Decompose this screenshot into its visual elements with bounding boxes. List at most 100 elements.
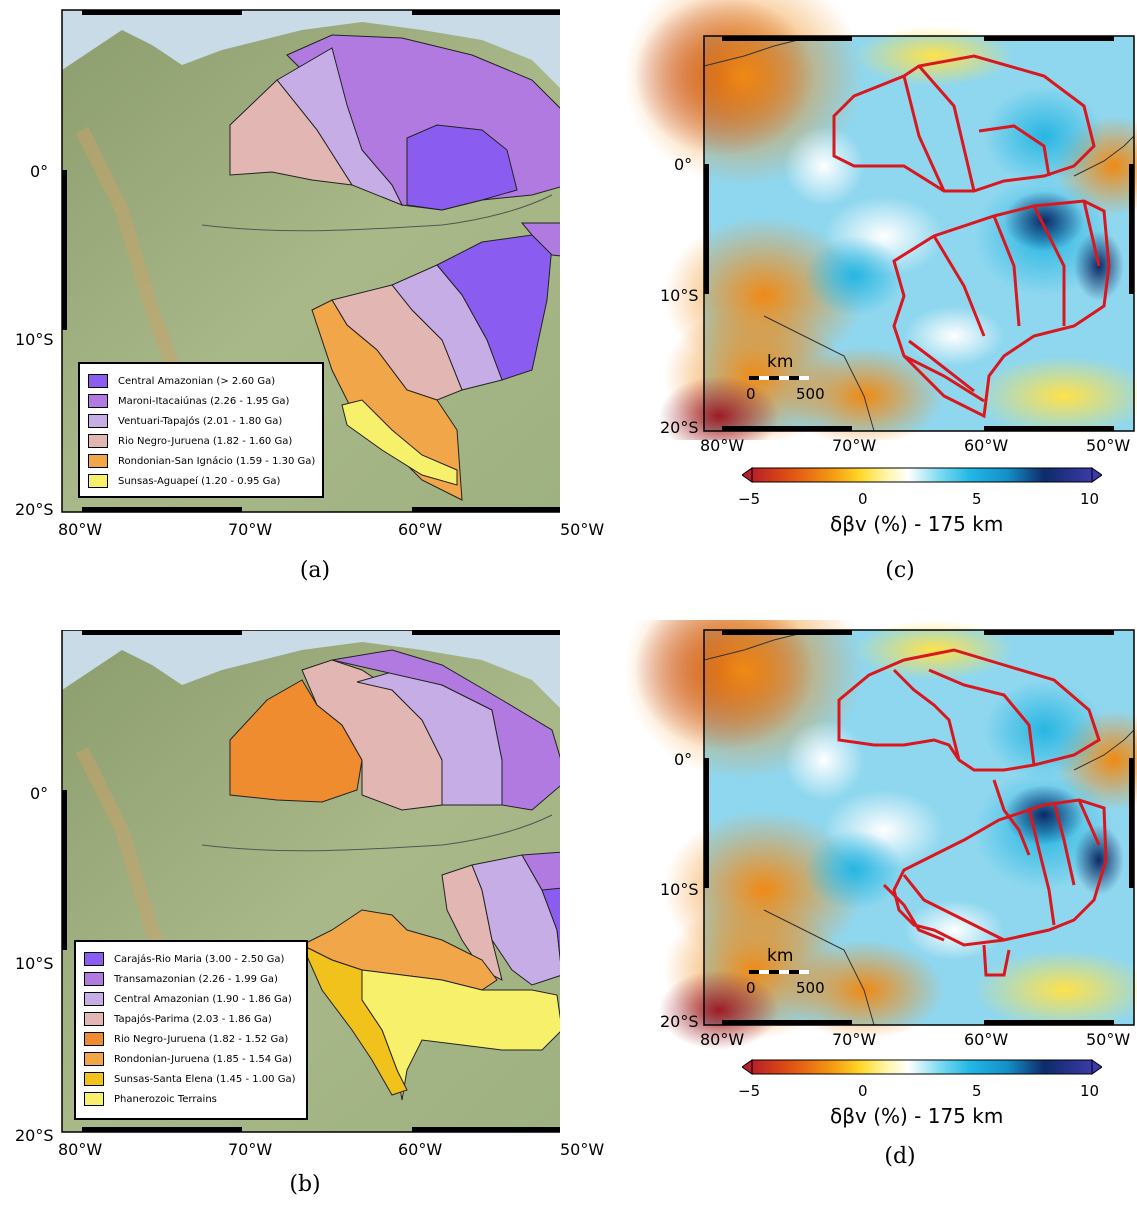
lat-tick-20-b: 20°S [15, 1126, 54, 1145]
lat-tick-10-a: 10°S [15, 330, 54, 349]
legend-swatch [84, 952, 104, 966]
colorbar-c [742, 467, 1102, 483]
province-transam-s-b [521, 851, 560, 891]
cbar-tick-0-c: 0 [858, 490, 868, 508]
legend-row: Sunsas-Aguapeí (1.20 - 0.95 Ga) [88, 472, 314, 490]
scale-tick-500-d: 500 [796, 979, 825, 997]
lon-tick-50-a: 50°W [560, 520, 605, 539]
legend-a: Central Amazonian (> 2.60 Ga) Maroni-Itac… [78, 362, 324, 498]
lon-tick-50-b: 50°W [560, 1140, 605, 1159]
lat-tick-10-b: 10°S [15, 954, 54, 973]
panel-b: Carajás-Rio Maria (3.00 - 2.50 Ga) Transa… [0, 620, 604, 1209]
panel-label-c: (c) [885, 558, 915, 583]
lat-tick-0-d: 0° [674, 750, 693, 769]
legend-row: Sunsas-Santa Elena (1.45 - 1.00 Ga) [84, 1070, 298, 1088]
lat-tick-20-c: 20°S [660, 418, 699, 437]
legend-label: Rio Negro-Juruena (1.82 - 1.52 Ga) [114, 1033, 289, 1045]
legend-label: Carajás-Rio Maria (3.00 - 2.50 Ga) [114, 953, 285, 965]
lon-tick-50-c: 50°W [1086, 436, 1131, 455]
legend-row: Central Amazonian (1.90 - 1.86 Ga) [84, 990, 298, 1008]
legend-b: Carajás-Rio Maria (3.00 - 2.50 Ga) Transa… [74, 940, 308, 1120]
lat-tick-10-d: 10°S [660, 880, 699, 899]
legend-label: Rondonian-San Ignácio (1.59 - 1.30 Ga) [118, 455, 316, 467]
scale-bar-d [749, 970, 809, 974]
scale-unit-d: km [767, 946, 794, 966]
scale-unit-c: km [767, 352, 794, 372]
legend-swatch [88, 434, 108, 448]
province-maroni-s-a [520, 222, 560, 257]
lon-tick-80-a: 80°W [58, 520, 103, 539]
panel-label-a: (a) [299, 558, 331, 583]
panel-label-d: (d) [884, 1144, 916, 1169]
legend-swatch [84, 1092, 104, 1106]
panel-a: Central Amazonian (> 2.60 Ga) Maroni-Itac… [0, 0, 604, 600]
amazon-river-a [201, 194, 553, 232]
panel-d: km 0 500 0° 10°S 20°S 80°W 70°W 60°W 50°… [620, 620, 1137, 1209]
legend-label: Central Amazonian (1.90 - 1.86 Ga) [114, 993, 292, 1005]
legend-swatch [88, 454, 108, 468]
cbar-tick-0-d: 0 [858, 1082, 868, 1100]
lat-tick-10-c: 10°S [660, 286, 699, 305]
legend-label: Sunsas-Santa Elena (1.45 - 1.00 Ga) [114, 1073, 296, 1085]
legend-label: Sunsas-Aguapeí (1.20 - 0.95 Ga) [118, 475, 281, 487]
legend-swatch [84, 1072, 104, 1086]
legend-swatch [84, 972, 104, 986]
province-central-a [406, 124, 518, 211]
cbar-tick-m5-c: −5 [738, 490, 761, 508]
lon-tick-60-d: 60°W [964, 1030, 1009, 1049]
province-rionegro-a [229, 79, 353, 186]
legend-row: Central Amazonian (> 2.60 Ga) [88, 372, 314, 390]
legend-label: Rio Negro-Juruena (1.82 - 1.60 Ga) [118, 435, 293, 447]
legend-label: Central Amazonian (> 2.60 Ga) [118, 375, 276, 387]
legend-row: Phanerozoic Terrains [84, 1090, 298, 1108]
legend-label: Phanerozoic Terrains [114, 1093, 217, 1105]
scale-tick-0-c: 0 [746, 385, 756, 403]
province-transam-b [331, 649, 560, 811]
legend-row: Tapajós-Parima (2.03 - 1.86 Ga) [84, 1010, 298, 1028]
legend-row: Rondonian-Juruena (1.85 - 1.54 Ga) [84, 1050, 298, 1068]
legend-swatch [88, 414, 108, 428]
lat-tick-20-a: 20°S [15, 500, 54, 519]
lat-tick-20-d: 20°S [660, 1012, 699, 1031]
legend-row: Maroni-Itacaiúnas (2.26 - 1.95 Ga) [88, 392, 314, 410]
lon-tick-70-a: 70°W [228, 520, 273, 539]
scale-tick-500-c: 500 [796, 385, 825, 403]
cbar-tick-5-d: 5 [972, 1082, 982, 1100]
lat-tick-0-b: 0° [30, 784, 49, 803]
legend-label: Tapajós-Parima (2.03 - 1.86 Ga) [114, 1013, 272, 1025]
colorbar-label-c: δβv (%) - 175 km [830, 512, 1004, 536]
lon-tick-60-b: 60°W [398, 1140, 443, 1159]
cbar-tick-5-c: 5 [972, 490, 982, 508]
cbar-tick-m5-d: −5 [738, 1082, 761, 1100]
lon-tick-60-a: 60°W [398, 520, 443, 539]
legend-swatch [88, 394, 108, 408]
province-sunsas-a [341, 399, 458, 486]
lon-tick-70-d: 70°W [832, 1030, 877, 1049]
legend-swatch [84, 1032, 104, 1046]
tomography-map-c [624, 0, 1137, 440]
panel-label-b: (b) [289, 1172, 321, 1197]
legend-row: Rio Negro-Juruena (1.82 - 1.52 Ga) [84, 1030, 298, 1048]
legend-swatch [88, 374, 108, 388]
legend-swatch [88, 474, 108, 488]
legend-label: Transamazonian (2.26 - 1.99 Ga) [114, 973, 278, 985]
tomography-map-d [624, 620, 1137, 1050]
lon-tick-80-d: 80°W [700, 1030, 745, 1049]
cbar-tick-10-d: 10 [1080, 1082, 1100, 1100]
cbar-tick-10-c: 10 [1080, 490, 1100, 508]
province-carajas-b [541, 887, 560, 962]
panel-c: km 0 500 0° 10°S 20°S 80°W 70°W 60°W 50°… [620, 0, 1137, 600]
lat-tick-0-a: 0° [30, 162, 49, 181]
lat-tick-0-c: 0° [674, 155, 693, 174]
legend-label: Ventuari-Tapajós (2.01 - 1.80 Ga) [118, 415, 283, 427]
legend-row: Transamazonian (2.26 - 1.99 Ga) [84, 970, 298, 988]
legend-row: Rio Negro-Juruena (1.82 - 1.60 Ga) [88, 432, 314, 450]
lon-tick-50-d: 50°W [1086, 1030, 1131, 1049]
colorbar-label-d: δβv (%) - 175 km [830, 1104, 1004, 1128]
lon-tick-70-b: 70°W [228, 1140, 273, 1159]
legend-row: Rondonian-San Ignácio (1.59 - 1.30 Ga) [88, 452, 316, 470]
scale-bar-c [749, 376, 809, 380]
legend-swatch [84, 1012, 104, 1026]
legend-swatch [84, 1052, 104, 1066]
legend-swatch [84, 992, 104, 1006]
